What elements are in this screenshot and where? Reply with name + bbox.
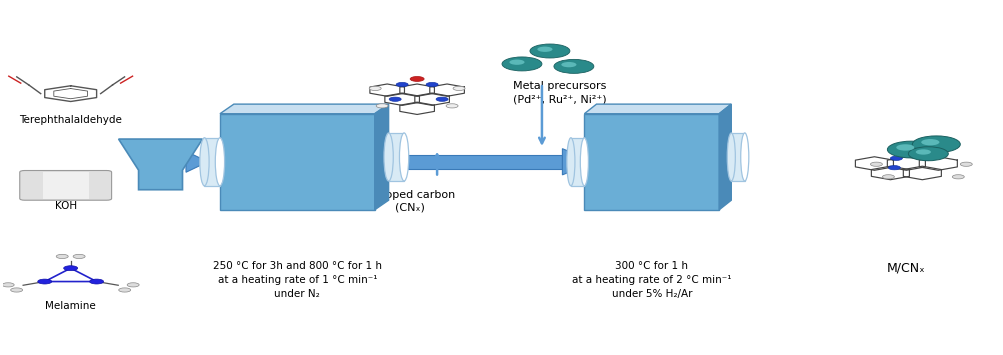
Circle shape — [888, 166, 900, 170]
Polygon shape — [186, 151, 208, 172]
Circle shape — [887, 141, 935, 158]
Ellipse shape — [726, 133, 734, 181]
Circle shape — [2, 283, 14, 287]
Ellipse shape — [383, 133, 393, 181]
Polygon shape — [220, 114, 374, 210]
Circle shape — [435, 97, 447, 101]
Polygon shape — [186, 155, 189, 169]
Polygon shape — [718, 104, 730, 210]
Ellipse shape — [740, 133, 748, 181]
Circle shape — [38, 279, 52, 284]
Polygon shape — [730, 133, 744, 181]
Circle shape — [920, 156, 932, 160]
Circle shape — [63, 266, 77, 271]
Circle shape — [890, 156, 902, 160]
Circle shape — [410, 77, 423, 81]
Circle shape — [127, 283, 139, 287]
Circle shape — [11, 288, 23, 292]
Text: 250 °C for 3h and 800 °C for 1 h
at a heating rate of 1 °C min⁻¹
under N₂: 250 °C for 3h and 800 °C for 1 h at a he… — [213, 261, 381, 299]
Polygon shape — [407, 155, 562, 169]
Circle shape — [921, 139, 939, 146]
Polygon shape — [220, 104, 388, 114]
Ellipse shape — [200, 138, 209, 186]
Circle shape — [89, 279, 103, 284]
Text: Metal precursors
(Pd²⁺, Ru²⁺, Ni²⁺): Metal precursors (Pd²⁺, Ru²⁺, Ni²⁺) — [513, 81, 606, 105]
Text: Terephthalaldehyde: Terephthalaldehyde — [19, 115, 122, 125]
Ellipse shape — [567, 138, 575, 186]
Circle shape — [502, 57, 542, 71]
Text: Melamine: Melamine — [45, 300, 96, 311]
Circle shape — [554, 59, 593, 73]
Circle shape — [118, 288, 130, 292]
Circle shape — [530, 44, 570, 58]
Text: M/CNₓ: M/CNₓ — [887, 261, 925, 274]
Circle shape — [896, 144, 914, 151]
Circle shape — [509, 60, 524, 65]
Text: 300 °C for 1 h
at a heating rate of 2 °C min⁻¹
under 5% H₂/Ar: 300 °C for 1 h at a heating rate of 2 °C… — [572, 261, 731, 299]
Circle shape — [908, 147, 948, 161]
Circle shape — [452, 86, 464, 91]
Circle shape — [909, 148, 923, 153]
Circle shape — [959, 162, 971, 166]
Ellipse shape — [215, 138, 225, 186]
Text: N-doped carbon
(CNₓ): N-doped carbon (CNₓ) — [365, 190, 454, 213]
Circle shape — [389, 97, 401, 101]
Circle shape — [56, 254, 68, 258]
Circle shape — [870, 162, 882, 166]
Circle shape — [915, 149, 930, 155]
Polygon shape — [562, 149, 594, 175]
Polygon shape — [388, 133, 403, 181]
Circle shape — [425, 82, 437, 87]
Circle shape — [952, 175, 963, 179]
Polygon shape — [571, 138, 584, 186]
Circle shape — [396, 82, 408, 87]
Ellipse shape — [580, 138, 588, 186]
Polygon shape — [374, 104, 388, 210]
Circle shape — [369, 86, 381, 91]
Text: KOH: KOH — [54, 201, 76, 211]
Circle shape — [561, 62, 576, 67]
Polygon shape — [584, 114, 718, 210]
Circle shape — [912, 136, 959, 153]
Circle shape — [73, 254, 85, 258]
Circle shape — [445, 104, 457, 108]
Polygon shape — [584, 104, 730, 114]
Polygon shape — [118, 139, 203, 190]
Circle shape — [537, 47, 552, 52]
Circle shape — [376, 104, 388, 108]
Ellipse shape — [399, 133, 408, 181]
Circle shape — [882, 175, 894, 179]
Polygon shape — [205, 138, 220, 186]
FancyBboxPatch shape — [20, 170, 111, 200]
